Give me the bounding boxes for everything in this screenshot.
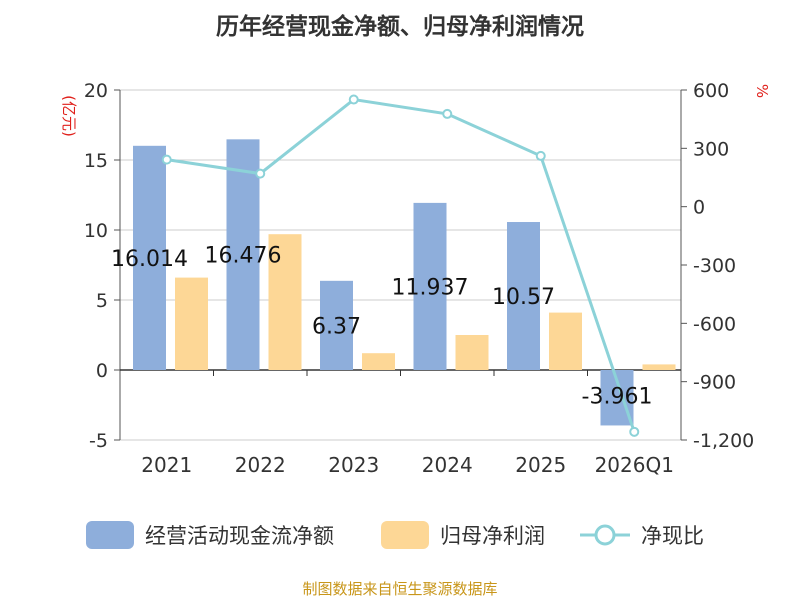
data-label-cash-flow: 16.014 [111,247,188,272]
data-labels: 16.014 16.476 6.37 11.937 10.57 -3.961 [111,244,652,410]
left-tick-label: 10 [84,220,108,242]
data-label-cash-flow: 10.57 [492,285,555,310]
category-label: 2025 [515,453,566,477]
tick-labels: -5 0 5 10 15 20 -1,200 -900 -600 -300 0 300 600 2021 2… [84,80,754,477]
left-tick-label: 15 [84,150,108,172]
bar-net-profit [642,364,676,370]
bar-net-profit [362,353,395,370]
bar-cash-flow [133,145,166,370]
legend-profit-label: 归母净利润 [440,524,545,548]
right-tick-label: -600 [693,313,736,335]
category-label: 2026Q1 [595,453,674,477]
right-tick-label: -1,200 [693,430,754,452]
data-label-cash-flow: 11.937 [392,275,469,300]
data-label-cash-flow: -3.961 [582,384,653,409]
axes [114,89,687,441]
source-note: 制图数据来自恒生聚源数据库 [302,580,497,598]
legend-cash-swatch [86,521,134,549]
bar-net-profit [455,335,489,370]
bar-net-profit [268,234,302,370]
ratio-point [161,154,172,165]
bar-cash-flow [226,139,260,370]
ratio-point [442,108,453,119]
category-label: 2024 [422,453,473,477]
category-label: 2022 [235,453,286,477]
bar-net-profit [175,277,208,370]
bar-cash-flow [507,222,540,370]
bars [133,139,676,426]
left-tick-label: 5 [96,290,108,312]
ratio-point [629,426,640,437]
category-label: 2023 [328,453,379,477]
left-axis-unit: (亿元) [60,95,78,137]
category-label: 2021 [141,453,192,477]
bar-cash-flow [413,202,447,370]
left-tick-label: -5 [89,430,108,452]
chart-title: 历年经营现金净额、归母净利润情况 [216,13,584,40]
right-tick-label: -900 [693,372,736,394]
left-tick-label: 20 [84,80,108,102]
data-label-cash-flow: 16.476 [205,244,282,269]
right-tick-label: 300 [693,138,729,160]
legend-ratio-marker [594,524,616,546]
legend-ratio-label: 净现比 [641,524,704,548]
right-axis-unit: % [753,84,771,98]
ratio-point [535,150,546,161]
right-tick-label: 0 [693,197,705,219]
ratio-point [255,168,266,179]
legend-profit-swatch [381,521,429,549]
right-tick-label: -300 [693,255,736,277]
legend: 经营活动现金流净额 归母净利润 净现比 [86,521,704,549]
data-label-cash-flow: 6.37 [312,314,361,339]
bar-cash-flow [320,280,353,370]
ratio-series-line [166,97,636,433]
ratio-line [161,94,640,437]
ratio-point [348,94,359,105]
left-tick-label: 0 [96,360,108,382]
legend-cash-label: 经营活动现金流净额 [145,524,334,548]
bar-net-profit [549,312,582,370]
right-tick-label: 600 [693,80,729,102]
